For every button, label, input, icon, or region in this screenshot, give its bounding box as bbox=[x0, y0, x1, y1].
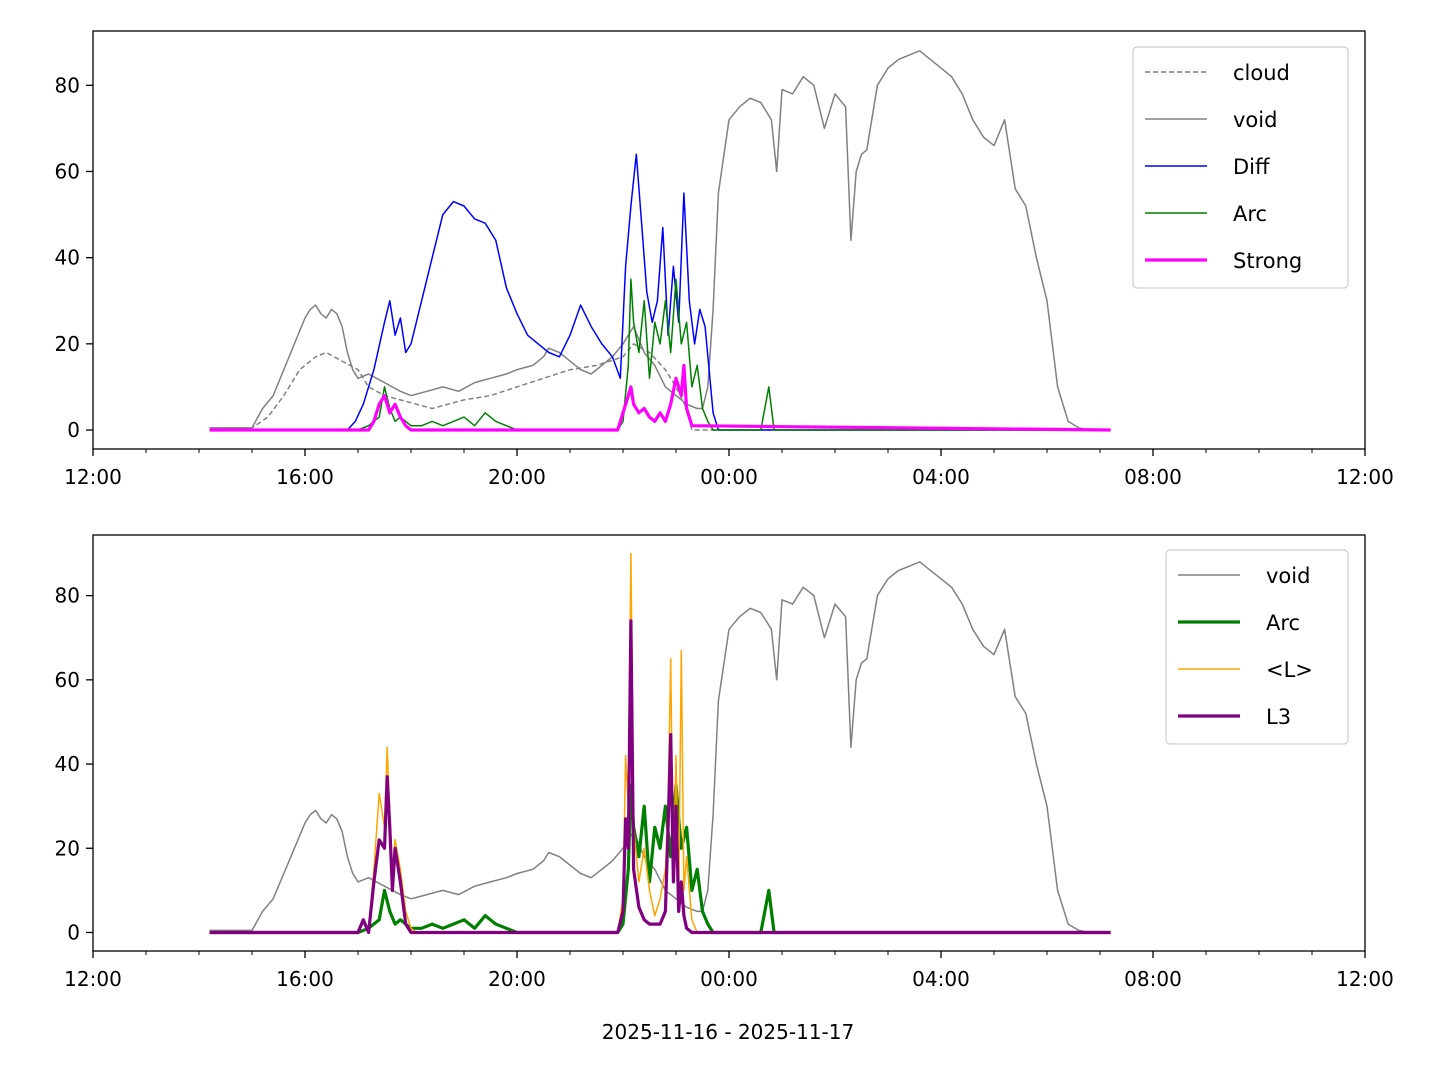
series-line-l3 bbox=[209, 619, 1111, 935]
legend-label-arc: Arc bbox=[1233, 202, 1267, 226]
y-tick-label: 80 bbox=[55, 73, 80, 97]
y-tick-label: 20 bbox=[55, 332, 80, 356]
x-tick-label: 12:00 bbox=[64, 967, 122, 991]
series-line-l bbox=[209, 552, 1111, 934]
y-tick-label: 60 bbox=[55, 668, 80, 692]
legend-label-void: void bbox=[1266, 564, 1310, 588]
x-tick-label: 00:00 bbox=[700, 967, 758, 991]
legend-box bbox=[1165, 549, 1349, 745]
series-line-arc bbox=[209, 278, 1111, 431]
series-line-strong bbox=[209, 363, 1111, 432]
y-tick-label: 0 bbox=[67, 418, 80, 442]
y-tick-label: 40 bbox=[55, 752, 80, 776]
y-tick-label: 60 bbox=[55, 159, 80, 183]
figure-x-axis-label: 2025-11-16 - 2025-11-17 bbox=[602, 1020, 854, 1044]
x-tick-label: 12:00 bbox=[1336, 967, 1394, 991]
y-tick-label: 0 bbox=[67, 920, 80, 944]
legend: cloud void Diff Arc Strong bbox=[1132, 46, 1349, 289]
series-group bbox=[209, 50, 1111, 432]
x-tick-label: 16:00 bbox=[276, 465, 334, 489]
legend-label-strong: Strong bbox=[1233, 249, 1302, 273]
legend: void Arc <L> L3 bbox=[1165, 549, 1349, 745]
legend-label-void: void bbox=[1233, 108, 1277, 132]
series-line-cloud bbox=[209, 343, 1111, 431]
x-tick-label: 20:00 bbox=[488, 967, 546, 991]
x-tick-label: 04:00 bbox=[912, 967, 970, 991]
y-tick-label: 80 bbox=[55, 584, 80, 608]
legend-label-l3: L3 bbox=[1266, 705, 1291, 729]
y-tick-label: 40 bbox=[55, 246, 80, 270]
series-line-void bbox=[209, 50, 1111, 431]
x-tick-label: 04:00 bbox=[912, 465, 970, 489]
x-tick-label: 08:00 bbox=[1124, 967, 1182, 991]
bottom-panel: 12:00 16:00 20:00 00:00 04:00 08:00 12:00 0 20 40… bbox=[55, 534, 1394, 991]
legend-box bbox=[1132, 46, 1349, 289]
legend-label-arc: Arc bbox=[1266, 611, 1300, 635]
series-line-void bbox=[209, 561, 1111, 934]
x-tick-label: 16:00 bbox=[276, 967, 334, 991]
series-line-diff bbox=[209, 153, 1111, 431]
x-tick-label: 20:00 bbox=[488, 465, 546, 489]
x-tick-label: 08:00 bbox=[1124, 465, 1182, 489]
series-group bbox=[209, 552, 1111, 935]
series-line-arc bbox=[209, 783, 1111, 935]
top-panel: 12:00 16:00 20:00 00:00 04:00 08:00 12:00 0 20 40… bbox=[55, 30, 1394, 489]
legend-label-diff: Diff bbox=[1233, 155, 1270, 179]
x-tick-label: 12:00 bbox=[64, 465, 122, 489]
x-tick-label: 00:00 bbox=[700, 465, 758, 489]
y-tick-label: 20 bbox=[55, 836, 80, 860]
x-tick-label: 12:00 bbox=[1336, 465, 1394, 489]
legend-label-l: <L> bbox=[1266, 658, 1313, 682]
legend-label-cloud: cloud bbox=[1233, 61, 1290, 85]
